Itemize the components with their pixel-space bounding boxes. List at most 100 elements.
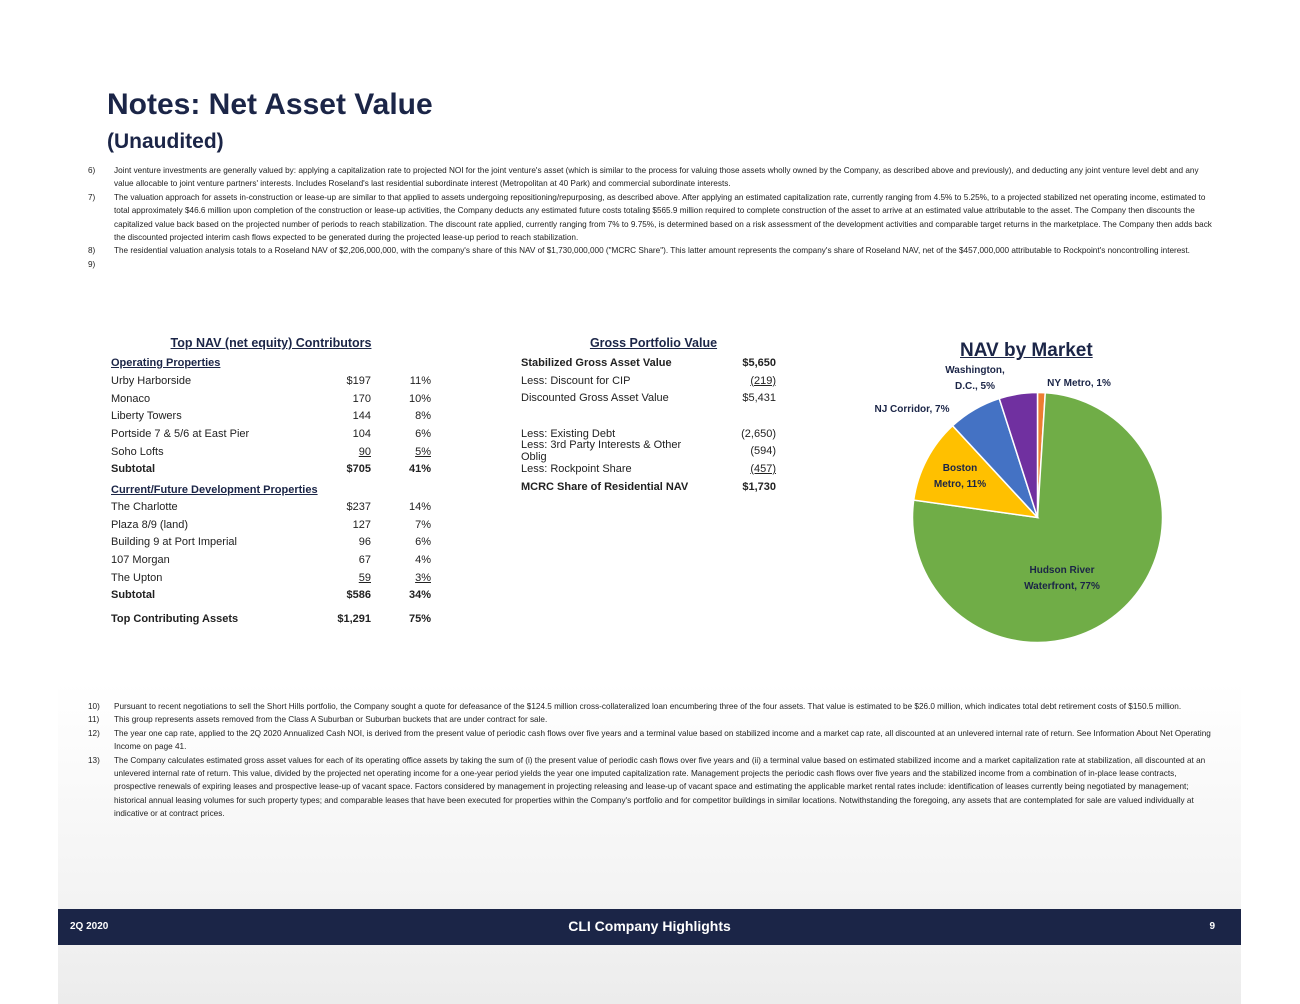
operating-subtotal-row: Subtotal $705 41% (111, 460, 431, 478)
gpv-row: Less: Existing Debt (2,650) (521, 425, 776, 443)
footer-title: CLI Company Highlights (568, 918, 731, 934)
property-pct: 8% (415, 410, 431, 423)
property-value: 59 (358, 571, 371, 584)
footnote-text: This group represents assets removed fro… (114, 715, 548, 725)
page-number: 9 (1209, 921, 1215, 932)
table-row: Building 9 at Port Imperial 96 6% (111, 534, 431, 552)
gpv-value: (594) (750, 445, 776, 458)
chart-title: NAV by Market (960, 340, 1093, 361)
footnote-text: The residential valuation analysis total… (114, 246, 1190, 256)
property-pct: 10% (408, 392, 431, 405)
footnote-number: 8) (88, 246, 96, 256)
pie-slice (998, 391, 1039, 518)
table-row: Soho Lofts 90 5% (111, 443, 431, 461)
table-row: 107 Morgan 67 4% (111, 551, 431, 569)
development-subtotal-label: Subtotal (111, 589, 155, 602)
property-name: Urby Harborside (111, 374, 192, 387)
gpv-row: Stabilized Gross Asset Value $5,650 (521, 354, 776, 372)
footnote-text (114, 258, 1216, 271)
property-value: 127 (352, 518, 371, 531)
footnote-text: Pursuant to recent negotiations to sell … (114, 702, 1182, 711)
gpv-label: MCRC Share of Residential NAV (521, 480, 689, 493)
operating-subtotal-value: $705 (346, 463, 371, 476)
property-name: Plaza 8/9 (land) (111, 518, 189, 531)
footnote: 10) Pursuant to recent negotiations to se… (88, 700, 1216, 713)
page-subtitle: (Unaudited) (107, 130, 224, 153)
development-properties-label: Current/Future Development Properties (111, 484, 318, 497)
total-label: Top Contributing Assets (111, 613, 239, 626)
footnote-number: 6) (88, 166, 96, 175)
footnote: 7) The valuation approach for assets in-c… (88, 191, 1216, 245)
footer-period: 2Q 2020 (70, 921, 109, 932)
gpv-value: (457) (750, 462, 776, 475)
pie-label-nj-corridor: NJ Corridor, 7% (874, 404, 950, 415)
pie-label-washington: Washington, D.C., 5% (945, 365, 1005, 392)
footer-bar: 2Q 2020 CLI Company Highlights 9 (58, 909, 1241, 945)
gpv-value: (219) (750, 374, 776, 387)
notes-top: 6) Joint venture investments are generall… (88, 164, 1216, 271)
property-pct: 11% (409, 374, 431, 387)
footnote: 11) This group represents assets removed … (88, 713, 1216, 726)
total-value: $1,291 (337, 613, 371, 626)
property-pct: 5% (415, 445, 431, 458)
footnote-text: Joint venture investments are generally … (114, 166, 1199, 189)
development-subtotal-pct: 34% (408, 589, 431, 602)
property-value: 104 (352, 427, 371, 440)
pie-label-boston: Boston Metro, 11% (933, 463, 987, 490)
property-value: 90 (358, 445, 371, 458)
development-subtotal-value: $586 (346, 589, 371, 602)
property-value: 96 (358, 536, 371, 549)
property-name: The Upton (111, 571, 163, 584)
gpv-label: Discounted Gross Asset Value (521, 392, 669, 405)
property-value: 170 (352, 392, 371, 405)
footnote-number: 13) (88, 755, 100, 765)
operating-subtotal-label: Subtotal (111, 463, 155, 476)
property-pct: 7% (415, 518, 431, 531)
gpv-row: Discounted Gross Asset Value $5,431 (521, 389, 776, 407)
footnote-text: The Company calculates estimated gross a… (114, 755, 1206, 819)
footnote-number: 11) (88, 715, 100, 725)
property-pct: 3% (415, 571, 431, 584)
property-name: Portside 7 & 5/6 at East Pier (111, 427, 250, 440)
property-value: 144 (352, 410, 371, 423)
footnote: 8) The residential valuation analysis tot… (88, 244, 1216, 257)
table-row: Monaco 170 10% (111, 390, 431, 408)
footnote: 13) The Company calculates estimated gros… (88, 754, 1216, 821)
table-row: Plaza 8/9 (land) 127 7% (111, 516, 431, 534)
property-name: Building 9 at Port Imperial (111, 536, 237, 549)
footnote: 12) The year one cap rate, applied to the… (88, 727, 1216, 754)
footnote-number: 10) (88, 702, 100, 711)
table-row: Portside 7 & 5/6 at East Pier 104 6% (111, 425, 431, 443)
gpv-label: Less: Discount for CIP (521, 374, 631, 387)
footnote-number: 12) (88, 728, 100, 738)
property-name: Liberty Towers (111, 410, 182, 423)
nav-table-header: Top NAV (net equity) Contributors (170, 336, 372, 350)
table-row: The Charlotte $237 14% (111, 498, 431, 516)
table-row: Urby Harborside $197 11% (111, 372, 431, 390)
table-row: Liberty Towers 144 8% (111, 407, 431, 425)
gpv-row: Less: 3rd Party Interests & Other Oblig (… (521, 439, 776, 463)
property-pct: 4% (415, 554, 431, 567)
footnote-number: 7) (88, 192, 96, 202)
gpv-row: MCRC Share of Residential NAV $1,730 (521, 478, 776, 496)
pie-label-hudson: Hudson River Waterfront, 77% (1024, 565, 1100, 592)
property-name: The Charlotte (111, 500, 178, 513)
gpv-label: Stabilized Gross Asset Value (521, 356, 672, 369)
property-value: $197 (346, 374, 371, 387)
footnote: 6) Joint venture investments are generall… (88, 164, 1216, 191)
page-title: Notes: Net Asset Value (107, 88, 433, 121)
gpv-row: Less: Discount for CIP (219) (521, 372, 776, 390)
gross-portfolio-value-table: Gross Portfolio Value Stabilized Gross A… (521, 336, 776, 496)
nav-by-market-pie-chart (911, 391, 1164, 644)
top-contributing-total-row: Top Contributing Assets $1,291 75% (111, 610, 431, 628)
gpv-row: Less: Rockpoint Share (457) (521, 460, 776, 478)
development-subtotal-row: Subtotal $586 34% (111, 587, 431, 605)
nav-contributors-table: Top NAV (net equity) Contributors Operat… (111, 336, 431, 628)
operating-properties-label: Operating Properties (111, 357, 221, 369)
property-pct: 6% (415, 536, 431, 549)
total-pct: 75% (408, 613, 431, 626)
gpv-table-header: Gross Portfolio Value (589, 336, 718, 350)
gpv-label: Less: Existing Debt (521, 427, 616, 440)
property-name: Monaco (111, 392, 151, 405)
footnote-number: 9) (88, 259, 96, 269)
